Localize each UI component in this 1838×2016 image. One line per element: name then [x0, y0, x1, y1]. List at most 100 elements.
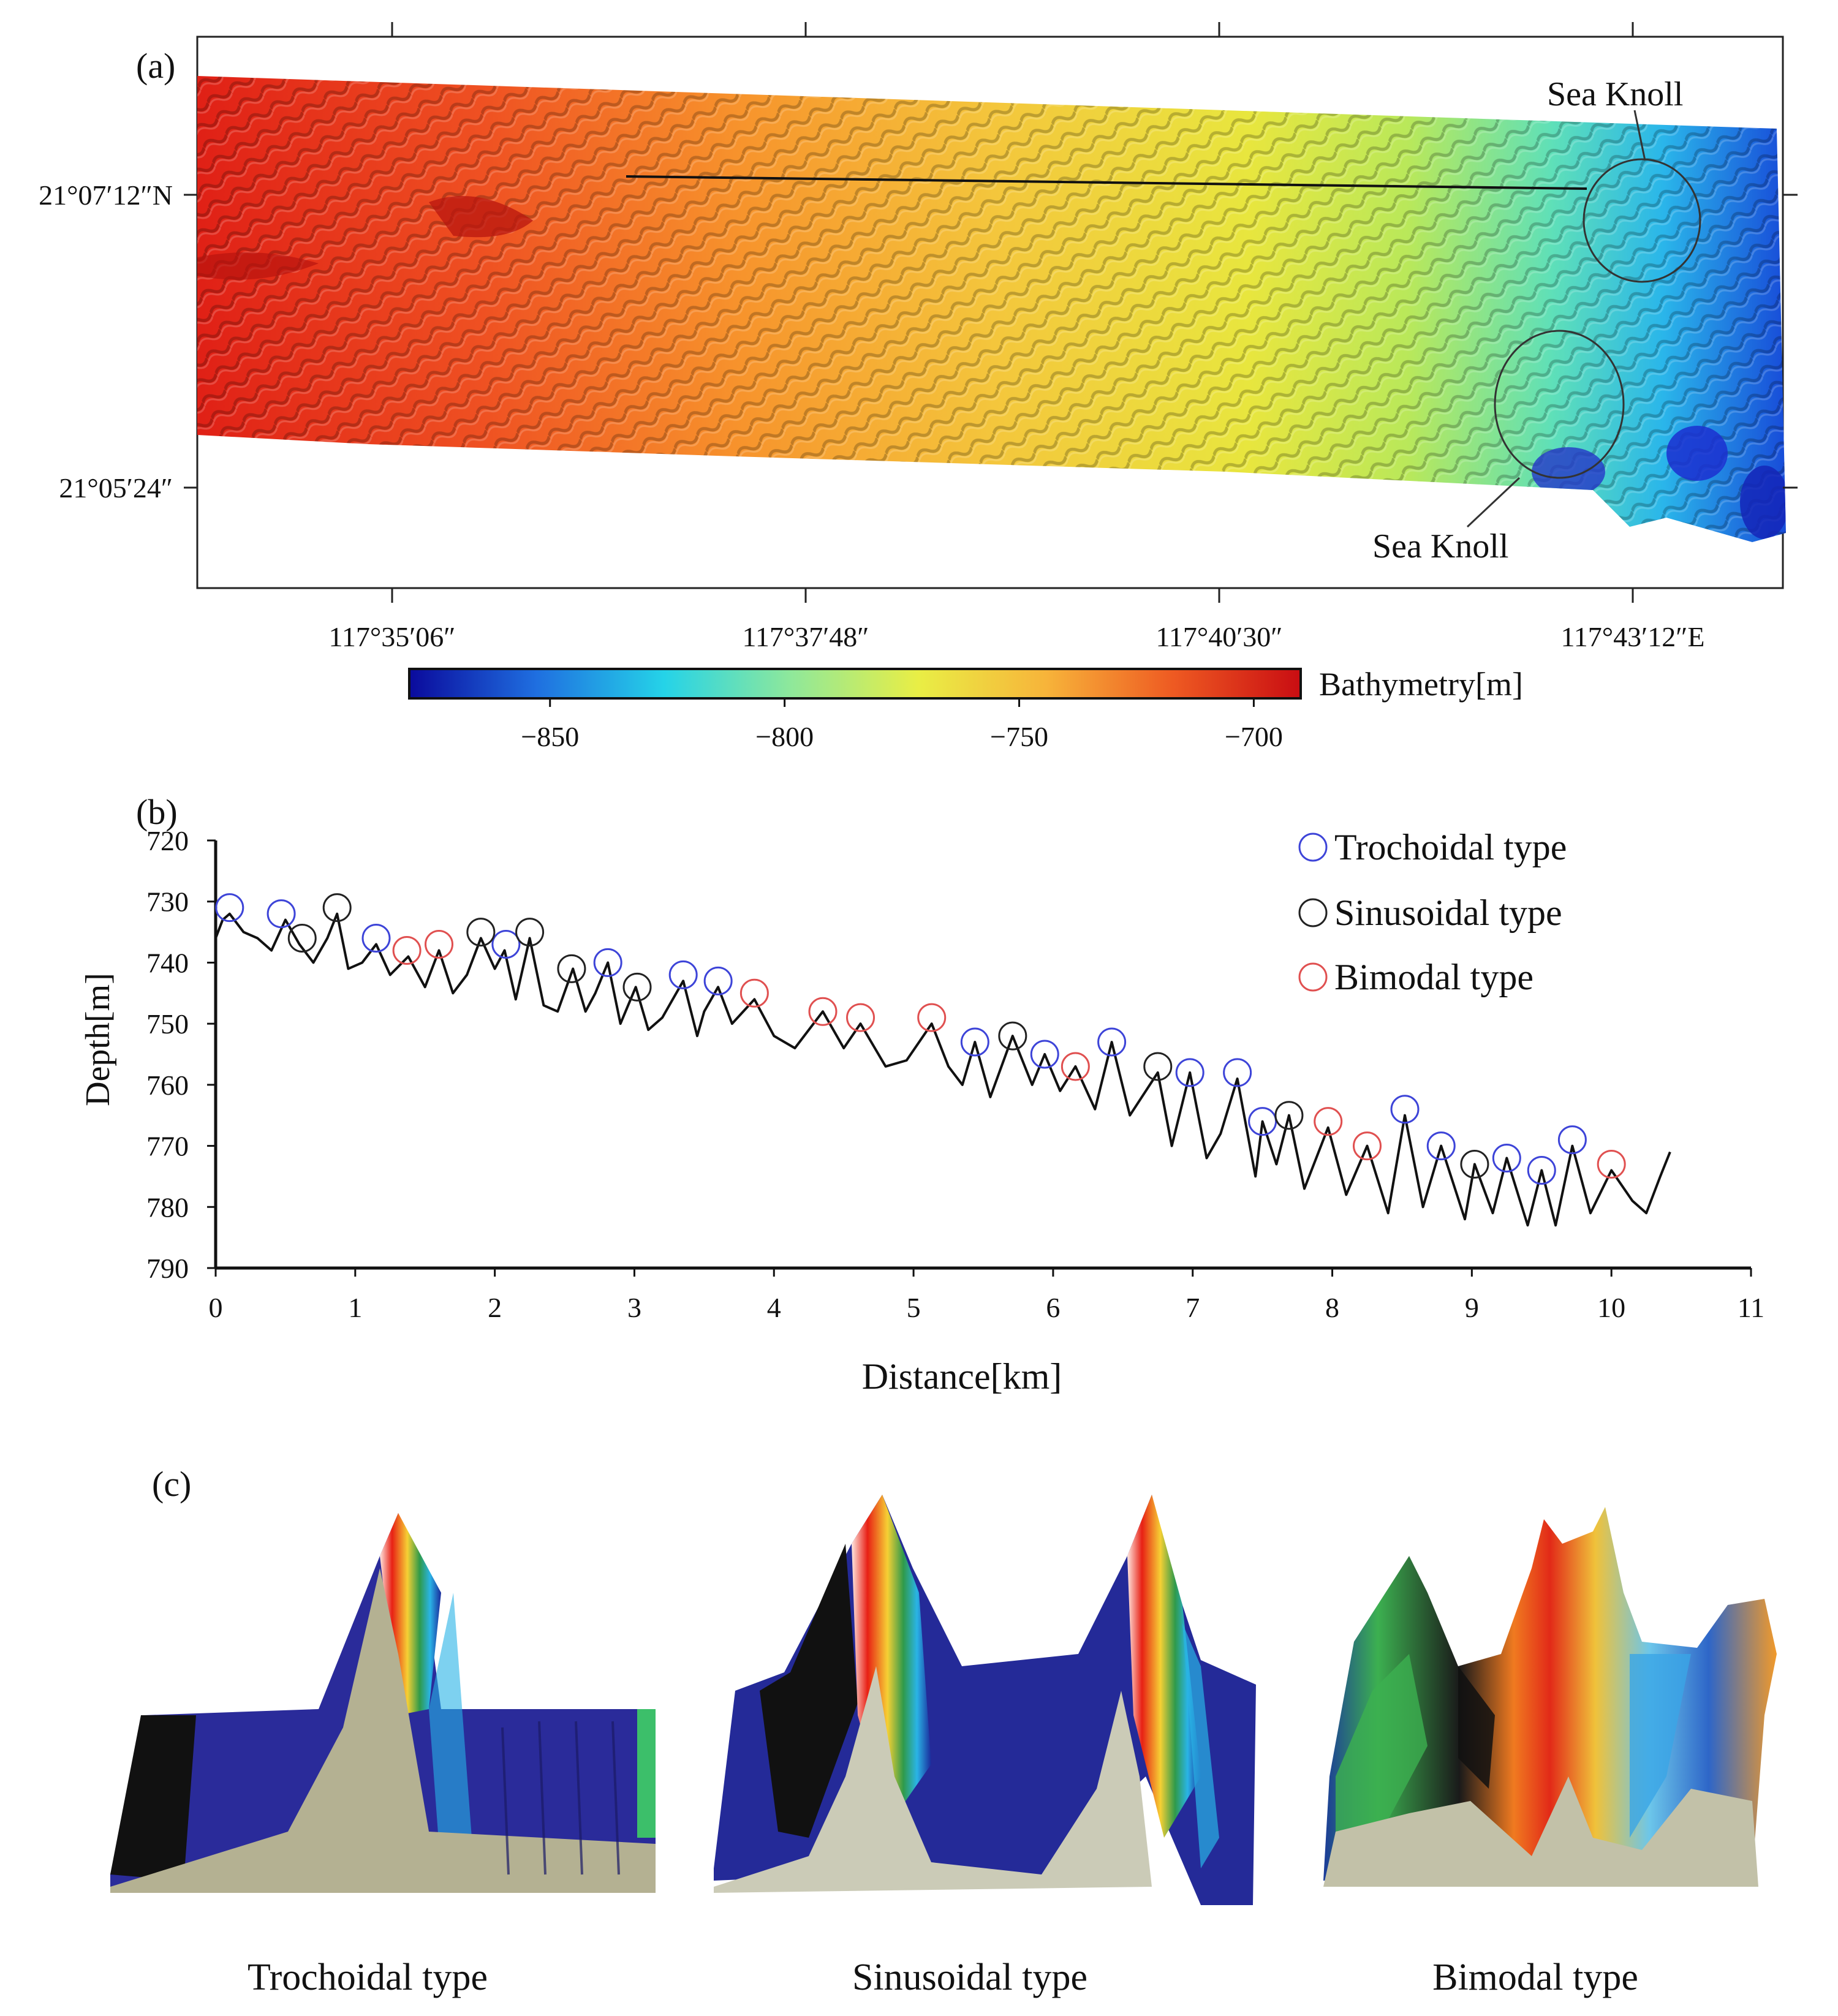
- x-tick-label: 1: [348, 1292, 362, 1323]
- y-tick-label: 720: [146, 825, 189, 856]
- profile-line: [626, 175, 1587, 190]
- crest-marker-bimodal: [1061, 1052, 1090, 1081]
- crest-marker-trochoidal: [1097, 1027, 1127, 1057]
- lon-ticks: [391, 22, 1634, 603]
- colorbar-tick-label: −700: [1225, 721, 1283, 752]
- crest-marker-trochoidal: [593, 948, 622, 977]
- knoll-circle-top: [1583, 158, 1701, 283]
- type-caption: Trochoidal type: [248, 1957, 488, 1998]
- panel-a-label: (a): [136, 46, 175, 86]
- y-tick-label: 730: [146, 886, 189, 918]
- crest-marker-trochoidal: [1390, 1095, 1420, 1124]
- y-tick-label: 750: [146, 1008, 189, 1040]
- crest-marker-bimodal: [425, 930, 454, 959]
- legend-label: Sinusoidal type: [1334, 893, 1562, 933]
- legend-label: Bimodal type: [1334, 957, 1534, 997]
- crest-marker-bimodal: [1353, 1131, 1382, 1161]
- panel-a: (a) Sea Knoll Sea Knoll 21°07′12″N: [39, 22, 1798, 752]
- crest-marker-sinusoidal: [1460, 1149, 1489, 1179]
- panel-c: (c): [110, 1464, 1777, 1998]
- crest-marker-trochoidal: [1030, 1040, 1059, 1069]
- colorbar: Bathymetry[m] −850 −800 −750 −700: [408, 666, 1523, 752]
- type-caption: Bimodal type: [1432, 1957, 1638, 1998]
- crest-marker-trochoidal: [1223, 1058, 1252, 1087]
- crest-marker-trochoidal: [491, 930, 521, 959]
- panel-b-label: (b): [136, 792, 178, 832]
- knoll-label-bottom: Sea Knoll: [1372, 527, 1508, 565]
- colorbar-bar: [408, 668, 1302, 700]
- profile-chart-axes: 720 730 740 750 760 770 780 790 0 1 2 3 4 5 6 7 8 9 10 11: [146, 825, 1764, 1323]
- crest-marker-sinusoidal: [557, 954, 586, 983]
- lat-tick-label: 21°05′24″: [59, 472, 173, 504]
- y-axis-label: Depth[m]: [79, 973, 117, 1106]
- knoll-circle-bottom: [1494, 330, 1625, 479]
- crest-marker-trochoidal: [361, 924, 391, 953]
- sinusoidal-3d-illustration: [714, 1495, 1256, 1905]
- legend: Trochoidal type Sinusoidal type Bimodal …: [1298, 827, 1567, 997]
- crest-marker-trochoidal: [1426, 1131, 1456, 1161]
- crest-marker-trochoidal: [1175, 1058, 1205, 1087]
- legend-label: Trochoidal type: [1334, 827, 1567, 867]
- lon-tick-label: 117°40′30″: [1156, 621, 1283, 652]
- x-tick-label: 2: [488, 1292, 502, 1323]
- panel-b: (b) 720 730 740 750 760 770 780 790 0 1 2 3 4 5 6 7 8 9 10…: [79, 792, 1764, 1397]
- crest-marker-sinusoidal: [466, 918, 496, 947]
- x-tick-label: 10: [1597, 1292, 1625, 1323]
- x-axis-label: Distance[km]: [862, 1356, 1062, 1397]
- crest-marker-sinusoidal: [1274, 1101, 1304, 1130]
- colorbar-tick-label: −800: [755, 721, 814, 752]
- crest-marker-bimodal: [917, 1003, 947, 1032]
- depth-profile-line: [214, 912, 1671, 1227]
- bimodal-3d-illustration: [1323, 1507, 1777, 1887]
- y-tick-label: 780: [146, 1191, 189, 1223]
- x-tick-label: 6: [1046, 1292, 1060, 1323]
- crest-marker-bimodal: [808, 997, 838, 1026]
- trochoidal-3d-illustration: [110, 1513, 656, 1893]
- crest-marker-bimodal: [846, 1003, 876, 1032]
- x-tick-label: 9: [1465, 1292, 1479, 1323]
- lon-tick-label: 117°43′12″E: [1560, 621, 1704, 652]
- crest-marker-sinusoidal: [515, 918, 545, 947]
- crest-marker-sinusoidal: [322, 893, 352, 923]
- legend-marker-trochoidal: [1298, 832, 1328, 862]
- crest-marker-bimodal: [1314, 1107, 1343, 1136]
- x-tick-label: 8: [1325, 1292, 1339, 1323]
- lon-tick-label: 117°35′06″: [329, 621, 456, 652]
- crest-marker-trochoidal: [960, 1027, 989, 1057]
- crest-marker-sinusoidal: [998, 1021, 1027, 1051]
- y-tick-label: 760: [146, 1070, 189, 1101]
- x-tick-label: 4: [767, 1292, 781, 1323]
- x-tick-label: 5: [907, 1292, 921, 1323]
- colorbar-tick-label: −850: [521, 721, 579, 752]
- crest-marker-sinusoidal: [1143, 1052, 1173, 1081]
- y-tick-label: 790: [146, 1253, 189, 1284]
- crest-marker-trochoidal: [1527, 1155, 1556, 1185]
- lon-tick-label: 117°37′48″: [743, 621, 869, 652]
- x-tick-label: 11: [1738, 1292, 1764, 1323]
- crest-marker-trochoidal: [668, 960, 698, 989]
- type-caption: Sinusoidal type: [852, 1957, 1087, 1998]
- crest-marker-bimodal: [1597, 1149, 1626, 1179]
- crest-marker-trochoidal: [703, 966, 733, 995]
- crest-marker-trochoidal: [267, 899, 296, 929]
- legend-marker-sinusoidal: [1298, 898, 1328, 927]
- y-tick-label: 740: [146, 947, 189, 978]
- lat-tick-label: 21°07′12″N: [39, 179, 173, 211]
- crest-marker-trochoidal: [1248, 1107, 1277, 1136]
- x-tick-label: 7: [1186, 1292, 1200, 1323]
- crest-marker-trochoidal: [1492, 1144, 1521, 1173]
- colorbar-tick-label: −750: [990, 721, 1048, 752]
- knoll-label-top: Sea Knoll: [1547, 75, 1683, 113]
- crest-marker-bimodal: [392, 935, 422, 965]
- crest-marker-trochoidal: [1557, 1125, 1587, 1155]
- colorbar-title: Bathymetry[m]: [1319, 666, 1523, 703]
- panel-c-label: (c): [152, 1464, 191, 1504]
- legend-marker-bimodal: [1298, 962, 1328, 992]
- crest-marker-sinusoidal: [287, 924, 317, 953]
- x-tick-label: 0: [209, 1292, 223, 1323]
- crest-marker-bimodal: [739, 978, 769, 1008]
- crest-marker-trochoidal: [215, 893, 244, 923]
- crest-marker-sinusoidal: [622, 972, 652, 1002]
- x-tick-label: 3: [627, 1292, 641, 1323]
